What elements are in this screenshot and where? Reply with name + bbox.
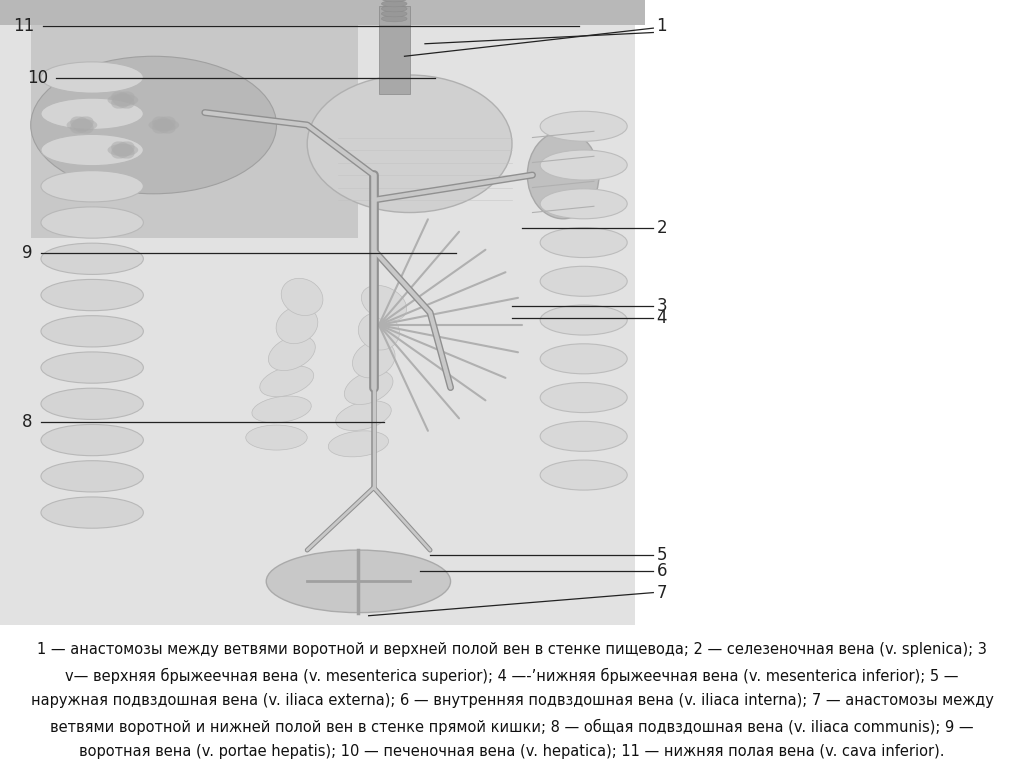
Ellipse shape — [381, 0, 408, 2]
Ellipse shape — [71, 117, 93, 133]
Text: 4: 4 — [656, 308, 667, 327]
Ellipse shape — [336, 401, 391, 430]
Text: 5: 5 — [656, 546, 667, 564]
Text: 1: 1 — [656, 17, 667, 35]
Ellipse shape — [41, 461, 143, 492]
Ellipse shape — [41, 279, 143, 311]
Bar — [31, 12, 358, 238]
Text: 9: 9 — [23, 244, 33, 262]
Text: 7: 7 — [656, 584, 667, 601]
Ellipse shape — [41, 62, 143, 93]
Ellipse shape — [112, 141, 134, 159]
Ellipse shape — [260, 366, 313, 397]
Ellipse shape — [252, 396, 311, 423]
Bar — [0, 0, 645, 25]
Text: 10: 10 — [27, 69, 48, 87]
Ellipse shape — [41, 424, 143, 456]
Ellipse shape — [153, 117, 175, 133]
Bar — [379, 6, 410, 94]
Text: v— верхняя брыжеечная вена (v. mesenterica superior); 4 —-’нижняя брыжеечная вен: v— верхняя брыжеечная вена (v. mesenteri… — [66, 667, 958, 684]
Ellipse shape — [148, 119, 179, 131]
Ellipse shape — [41, 316, 143, 347]
Ellipse shape — [31, 56, 276, 194]
Ellipse shape — [541, 421, 627, 451]
Ellipse shape — [307, 75, 512, 212]
Text: 6: 6 — [656, 562, 667, 581]
Text: 8: 8 — [23, 413, 33, 431]
Ellipse shape — [41, 388, 143, 420]
Text: ветвями воротной и нижней полой вен в стенке прямой кишки; 8 — общая подвздошная: ветвями воротной и нижней полой вен в ст… — [50, 719, 974, 735]
Ellipse shape — [381, 15, 408, 22]
Text: наружная подвздошная вена (v. iliaca externa); 6 — внутренняя подвздошная вена (: наружная подвздошная вена (v. iliaca ext… — [31, 693, 993, 708]
Ellipse shape — [246, 425, 307, 450]
Ellipse shape — [41, 170, 143, 202]
Ellipse shape — [381, 11, 408, 17]
Ellipse shape — [352, 341, 395, 378]
Ellipse shape — [276, 307, 317, 344]
Ellipse shape — [541, 344, 627, 374]
Ellipse shape — [41, 243, 143, 275]
Ellipse shape — [41, 497, 143, 528]
Ellipse shape — [541, 383, 627, 413]
Ellipse shape — [541, 305, 627, 335]
Ellipse shape — [381, 5, 408, 12]
Ellipse shape — [41, 352, 143, 384]
Ellipse shape — [268, 336, 315, 370]
Text: 2: 2 — [656, 219, 667, 237]
Ellipse shape — [41, 207, 143, 239]
Ellipse shape — [153, 117, 175, 133]
Text: 1 — анастомозы между ветвями воротной и верхней полой вен в стенке пищевода; 2 —: 1 — анастомозы между ветвями воротной и … — [37, 642, 987, 657]
Ellipse shape — [112, 91, 134, 109]
Ellipse shape — [108, 94, 138, 107]
Ellipse shape — [541, 266, 627, 296]
Bar — [0, 0, 635, 625]
Ellipse shape — [381, 1, 408, 7]
Ellipse shape — [541, 460, 627, 490]
Ellipse shape — [282, 278, 323, 315]
Text: 3: 3 — [656, 298, 667, 315]
Ellipse shape — [541, 150, 627, 180]
Ellipse shape — [541, 111, 627, 141]
Ellipse shape — [329, 431, 388, 457]
Ellipse shape — [344, 370, 393, 404]
Ellipse shape — [41, 98, 143, 130]
Ellipse shape — [527, 131, 599, 219]
Ellipse shape — [541, 228, 627, 258]
Ellipse shape — [541, 189, 627, 219]
Ellipse shape — [67, 119, 97, 131]
Text: 11: 11 — [13, 17, 35, 35]
Ellipse shape — [108, 143, 138, 156]
Ellipse shape — [112, 91, 134, 109]
Ellipse shape — [358, 313, 399, 350]
Ellipse shape — [41, 134, 143, 166]
Ellipse shape — [112, 141, 134, 159]
Ellipse shape — [361, 285, 407, 321]
Ellipse shape — [71, 117, 93, 133]
Ellipse shape — [266, 550, 451, 613]
Text: воротная вена (v. portae hepatis); 10 — печеночная вена (v. hepatica); 11 — нижн: воротная вена (v. portae hepatis); 10 — … — [79, 744, 945, 759]
